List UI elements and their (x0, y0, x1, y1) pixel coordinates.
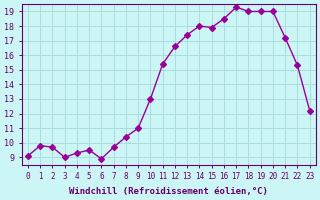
X-axis label: Windchill (Refroidissement éolien,°C): Windchill (Refroidissement éolien,°C) (69, 187, 268, 196)
